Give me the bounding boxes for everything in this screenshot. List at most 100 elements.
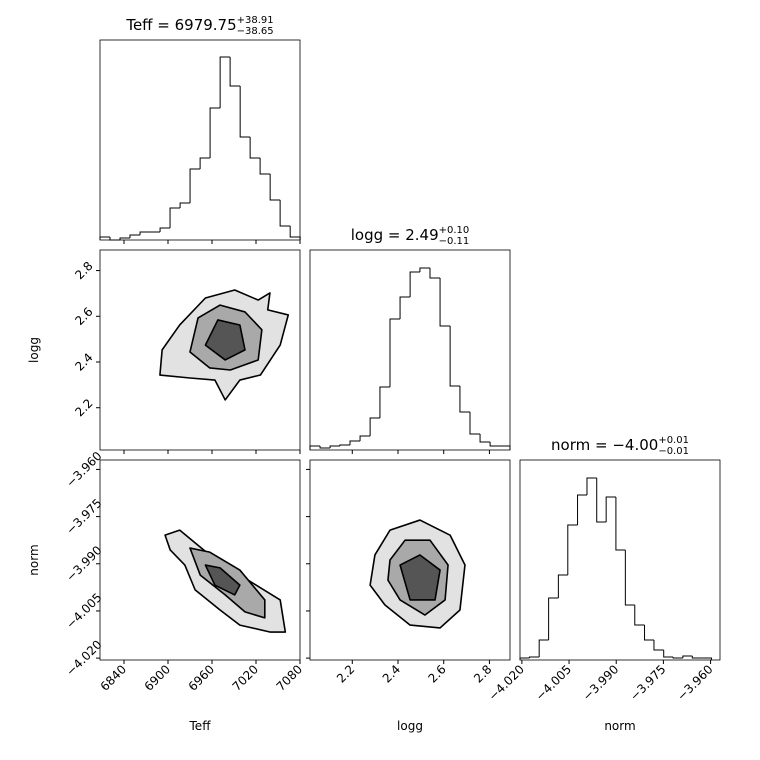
hist-step (644, 625, 654, 641)
panel: 2.2 2.4 2.6 2.8 logg (306, 459, 511, 733)
hist-step (528, 656, 540, 658)
hist-step (663, 650, 674, 658)
title-lower: −0.11 (439, 236, 470, 247)
hist-step (682, 655, 693, 658)
x-tick-label: 6960 (186, 662, 217, 693)
y-tick-label: 2.6 (72, 305, 95, 328)
x-axis-label: norm (604, 719, 635, 733)
hist-step (548, 597, 559, 640)
hist-step (359, 435, 371, 441)
hist-step (459, 386, 470, 413)
hist-step (219, 56, 231, 108)
hist-step (249, 137, 261, 159)
hist-step (672, 657, 683, 659)
x-tick-label: 6900 (142, 662, 173, 693)
axes-frame (309, 249, 511, 451)
hist-step (379, 386, 390, 418)
panel: −4.020 −4.005 −3.990 −3.975 −3.960 norm (486, 459, 721, 733)
x-tick-label: 6840 (98, 662, 129, 693)
title-lower: −38.65 (237, 26, 274, 37)
hist-step (319, 446, 331, 449)
hist-step (615, 497, 626, 551)
panel: 2.2 2.4 2.6 2.8 logg (27, 249, 301, 454)
hist-step (489, 442, 500, 447)
hist-step (129, 234, 141, 238)
hist-step (389, 318, 401, 387)
hist-step (279, 200, 291, 227)
title-upper: +0.10 (439, 225, 470, 236)
x-axis-label: logg (397, 719, 423, 733)
hist-step (189, 168, 201, 203)
hist-step (439, 278, 451, 327)
hist-step (289, 226, 301, 240)
hist-step (269, 174, 281, 201)
hist-step (339, 444, 350, 446)
title-lower: −0.01 (658, 446, 689, 457)
title-label: Teff = 6979.75 (125, 16, 236, 34)
hist-step (596, 478, 607, 523)
hist-step (409, 271, 420, 297)
axes-frame (519, 459, 721, 661)
hist-step (369, 417, 380, 436)
y-tick-label: 2.2 (72, 396, 95, 419)
hist-step (99, 236, 110, 240)
panel-title: Teff = 6979.75+38.91 −38.65 (125, 15, 273, 37)
hist-step (586, 477, 597, 495)
hist-step (577, 494, 587, 525)
hist-step (429, 268, 441, 279)
contour (204, 564, 241, 596)
hist-step (702, 657, 713, 660)
hist-step (691, 656, 703, 659)
panel-title: logg = 2.49+0.10 −0.11 (351, 225, 470, 247)
hist-step (309, 445, 321, 450)
x-tick-label: 2.4 (380, 662, 403, 685)
hist-step (179, 202, 191, 208)
panel (99, 39, 301, 244)
x-tick-label: −3.975 (627, 662, 668, 703)
hist-step (119, 237, 130, 240)
x-axis-label: Teff (189, 719, 212, 733)
y-axis-label: logg (27, 337, 41, 363)
y-axis-label: norm (27, 544, 41, 575)
hist-step (329, 445, 340, 448)
panel (309, 249, 511, 454)
x-tick-label: 7080 (274, 662, 305, 693)
x-tick-label: −4.005 (533, 662, 574, 703)
hist-step (399, 296, 411, 319)
x-tick-label: −3.990 (580, 662, 621, 703)
title-upper: +38.91 (237, 15, 274, 26)
hist-step (538, 639, 549, 657)
x-tick-label: 2.6 (425, 662, 448, 685)
hist-step (169, 207, 181, 228)
contour (399, 554, 441, 601)
x-tick-label: −3.960 (674, 662, 715, 703)
hist-step (653, 640, 664, 651)
y-tick-label: 2.4 (72, 350, 95, 373)
hist-step (634, 605, 645, 626)
x-tick-label: 2.2 (334, 662, 357, 685)
hist-step (567, 524, 578, 575)
axes-frame (99, 459, 301, 661)
title-label: logg = 2.49 (351, 226, 439, 244)
hist-step (449, 326, 460, 387)
title-upper: +0.01 (658, 435, 689, 446)
axes-frame (309, 459, 511, 661)
hist-step (557, 574, 568, 598)
x-tick-label: −4.020 (486, 662, 527, 703)
hist-step (139, 231, 151, 235)
hist-step (605, 496, 616, 522)
title-label: norm = −4.00 (551, 436, 658, 454)
x-tick-label: 2.8 (471, 662, 494, 685)
hist-step (109, 237, 121, 241)
panel-title: norm = −4.00+0.01 −0.01 (551, 435, 689, 457)
hist-step (209, 107, 221, 158)
hist-step (199, 157, 211, 169)
hist-step (239, 86, 251, 138)
hist-step (259, 158, 271, 175)
hist-step (229, 57, 241, 87)
axes-frame (99, 249, 301, 451)
hist-step (419, 267, 430, 272)
axes-frame (99, 39, 301, 241)
